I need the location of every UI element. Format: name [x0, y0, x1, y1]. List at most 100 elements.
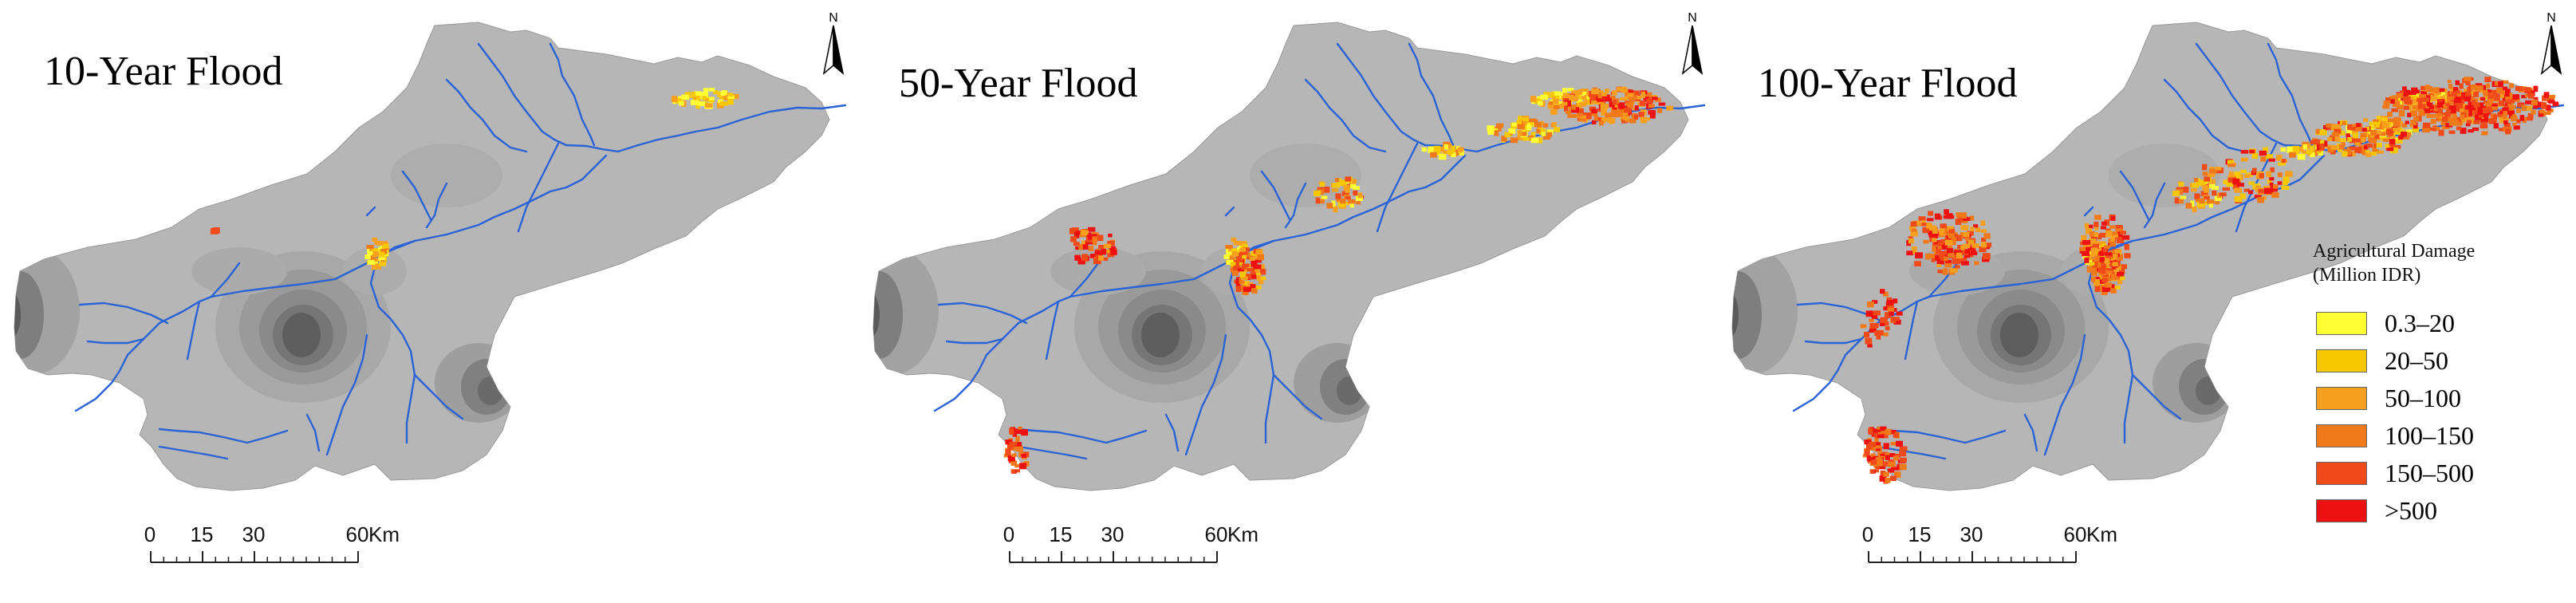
- damage-cell: [1893, 455, 1900, 461]
- damage-cell: [1347, 199, 1356, 204]
- damage-cell: [1598, 120, 1604, 126]
- damage-cell: [1951, 236, 1956, 242]
- damage-cell: [1601, 94, 1609, 101]
- damage-cell: [1876, 333, 1881, 340]
- damage-cell: [1864, 332, 1869, 338]
- damage-cell: [1225, 245, 1233, 249]
- damage-cell: [2464, 117, 2468, 122]
- damage-cell: [1860, 324, 1867, 329]
- damage-cell: [2353, 132, 2359, 139]
- damage-cell: [2503, 123, 2511, 128]
- damage-cell: [2090, 251, 2098, 257]
- damage-cell: [1885, 455, 1890, 460]
- damage-cell: [1578, 118, 1586, 122]
- damage-cell: [2307, 152, 2313, 156]
- damage-cell: [2450, 108, 2456, 114]
- damage-cell: [2364, 126, 2370, 131]
- damage-cell: [2375, 121, 2380, 128]
- damage-cell: [2464, 97, 2471, 102]
- damage-cell: [2249, 149, 2255, 154]
- damage-cell: [2109, 257, 2114, 261]
- damage-cell: [2094, 255, 2100, 262]
- damage-cell: [2483, 116, 2489, 122]
- damage-cell: [2474, 98, 2479, 104]
- damage-cell: [1866, 443, 1873, 450]
- damage-cell: [2369, 121, 2377, 125]
- damage-cell: [1321, 195, 1328, 199]
- scale-tick-label: 30: [1101, 522, 1125, 546]
- damage-cell: [2350, 124, 2358, 130]
- damage-cell: [2289, 152, 2296, 158]
- damage-cell: [2495, 81, 2500, 86]
- damage-cell: [1562, 88, 1567, 93]
- damage-cell: [2505, 89, 2511, 93]
- damage-cell: [1235, 281, 1241, 287]
- damage-cell: [1869, 328, 1877, 333]
- river-line: [477, 42, 847, 153]
- damage-cell: [2342, 120, 2346, 125]
- damage-cell: [695, 104, 700, 109]
- damage-cell: [1093, 239, 1097, 246]
- damage-cell: [1517, 135, 1522, 140]
- damage-cell: [1528, 135, 1534, 141]
- river-line: [2119, 170, 2150, 221]
- damage-cell: [2495, 87, 2503, 93]
- damage-cell: [2090, 247, 2098, 251]
- damage-cell: [2112, 262, 2118, 266]
- damage-cell: [2087, 254, 2092, 261]
- damage-cell: [2514, 97, 2520, 102]
- legend-item: 0.3–20: [2313, 305, 2568, 342]
- damage-cell: [1873, 469, 1879, 473]
- damage-cell: [1625, 89, 1634, 93]
- damage-cell: [2219, 192, 2227, 197]
- damage-cell: [2089, 231, 2094, 238]
- damage-cell: [2396, 104, 2404, 110]
- damage-cell: [1893, 319, 1901, 325]
- damage-cell: [2406, 102, 2413, 109]
- damage-cell: [1326, 203, 1333, 209]
- damage-cell: [2396, 93, 2404, 98]
- damage-cell: [1228, 255, 1235, 261]
- damage-cell: [1569, 94, 1574, 100]
- damage-cell: [1887, 307, 1894, 312]
- damage-cell: [2204, 201, 2208, 206]
- damage-cell: [372, 251, 380, 257]
- damage-cell: [2373, 149, 2380, 153]
- damage-cell: [2531, 109, 2536, 115]
- damage-cell: [1605, 112, 1613, 118]
- damage-cell: [2473, 108, 2478, 115]
- damage-cell: [1969, 249, 1976, 255]
- scale-bar: 0 15 30 60 Km: [1003, 522, 1264, 570]
- damage-cell: [1256, 254, 1264, 261]
- damage-cell: [2105, 268, 2114, 272]
- river-line: [1284, 182, 1307, 229]
- damage-cell: [2455, 102, 2464, 109]
- damage-cell: [1972, 251, 1978, 255]
- damage-cell: [2365, 150, 2370, 156]
- damage-cell: [2420, 85, 2428, 91]
- damage-cell: [1251, 274, 1258, 279]
- scale-tick-label: 15: [1049, 522, 1073, 546]
- damage-cell: [1880, 289, 1885, 294]
- damage-cell: [1253, 254, 1258, 259]
- damage-cell: [2535, 101, 2543, 108]
- damage-cell: [698, 100, 706, 106]
- scale-tick-label: 30: [1960, 522, 1983, 546]
- damage-cell: [2413, 122, 2418, 129]
- damage-cell: [1896, 440, 1903, 447]
- damage-cell: [1885, 452, 1890, 457]
- damage-cell: [1925, 253, 1930, 260]
- damage-cell: [2436, 101, 2444, 108]
- river-line: [2131, 154, 2326, 242]
- damage-cell: [2451, 91, 2457, 97]
- damage-cell: [2101, 289, 2108, 296]
- basin-map: [1731, 22, 2565, 491]
- damage-cell: [1092, 236, 1097, 242]
- damage-cell: [1548, 100, 1554, 105]
- damage-cell: [2494, 95, 2500, 101]
- damage-cell: [2405, 120, 2409, 124]
- legend-item: 20–50: [2313, 342, 2568, 380]
- damage-cell: [1865, 337, 1873, 345]
- damage-cell: [2489, 118, 2497, 124]
- damage-cell: [1601, 110, 1606, 116]
